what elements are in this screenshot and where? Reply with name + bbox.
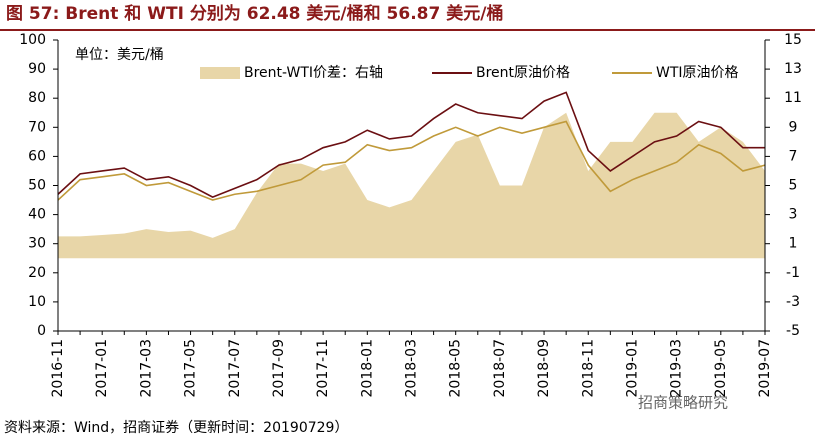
legend-label: WTI原油价格 bbox=[656, 65, 739, 81]
x-tick-label: 2018-07 bbox=[492, 339, 508, 398]
x-tick-label: 2018-03 bbox=[404, 339, 420, 398]
y2-tick-label: 5 bbox=[789, 178, 798, 194]
legend-swatch bbox=[200, 67, 240, 79]
y2-tick-label: 7 bbox=[789, 148, 798, 164]
x-tick-label: 2017-11 bbox=[315, 339, 331, 398]
y-tick-label: 30 bbox=[28, 236, 46, 252]
x-tick-label: 2017-05 bbox=[183, 339, 199, 398]
source: 资料来源：Wind，招商证券（更新时间：20190729） bbox=[4, 420, 348, 436]
y-tick-label: 60 bbox=[28, 148, 46, 164]
x-tick-label: 2018-09 bbox=[536, 339, 552, 398]
y2-tick-label: 11 bbox=[784, 90, 802, 106]
y2-tick-label: 13 bbox=[784, 61, 802, 77]
x-tick-label: 2016-11 bbox=[50, 339, 66, 398]
y-tick-label: 50 bbox=[28, 178, 46, 194]
x-tick-label: 2019-01 bbox=[624, 339, 640, 398]
x-tick-label: 2017-09 bbox=[271, 339, 287, 398]
price-line bbox=[57, 91, 765, 199]
y-tick-label: 20 bbox=[28, 265, 46, 281]
x-tick-label: 2018-01 bbox=[359, 339, 375, 398]
y-tick-label: 40 bbox=[28, 207, 46, 223]
legend-label: Brent原油价格 bbox=[476, 65, 570, 81]
x-tick-label: 2019-05 bbox=[713, 339, 729, 398]
x-tick-label: 2019-07 bbox=[757, 339, 773, 398]
legend-label: Brent-WTI价差：右轴 bbox=[244, 65, 383, 81]
x-tick-label: 2018-11 bbox=[580, 339, 596, 398]
y-tick-label: 70 bbox=[28, 119, 46, 135]
y-tick-label: 100 bbox=[19, 32, 46, 48]
y2-tick-label: 3 bbox=[789, 207, 798, 223]
y-tick-label: 80 bbox=[28, 90, 46, 106]
y2-tick-label: -5 bbox=[786, 323, 800, 339]
y-tick-label: 10 bbox=[28, 294, 46, 310]
y2-tick-label: -3 bbox=[786, 294, 800, 310]
y-tick-label: 90 bbox=[28, 61, 46, 77]
x-tick-label: 2017-03 bbox=[138, 339, 154, 398]
x-tick-label: 2019-03 bbox=[669, 339, 685, 398]
x-tick-label: 2017-07 bbox=[227, 339, 243, 398]
y2-tick-label: -1 bbox=[786, 265, 800, 281]
watermark: 招商策略研究 bbox=[638, 394, 728, 412]
x-tick-label: 2018-05 bbox=[448, 339, 464, 398]
y-tick-label: 0 bbox=[37, 323, 46, 339]
price-line bbox=[57, 120, 766, 201]
x-tick-label: 2017-01 bbox=[94, 339, 110, 398]
y2-tick-label: 1 bbox=[789, 236, 798, 252]
unit-label: 单位：美元/桶 bbox=[75, 47, 164, 63]
spread-area bbox=[58, 112, 765, 259]
y2-tick-label: 15 bbox=[784, 32, 802, 48]
chart-title: 图 57: Brent 和 WTI 分别为 62.48 美元/桶和 56.87 … bbox=[6, 3, 503, 24]
y2-tick-label: 9 bbox=[789, 119, 798, 135]
